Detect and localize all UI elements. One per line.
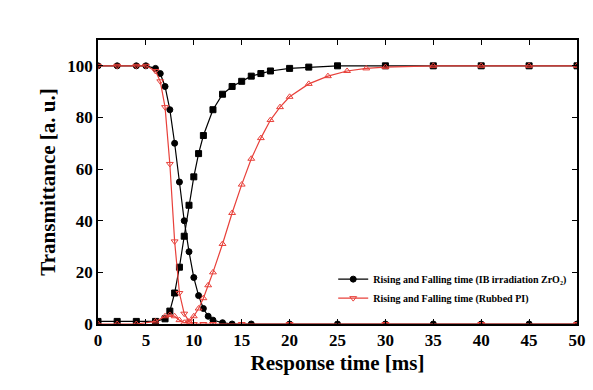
svg-text:50: 50 [569,331,586,350]
svg-text:40: 40 [473,331,490,350]
svg-text:40: 40 [76,212,93,231]
svg-text:15: 15 [233,331,250,350]
svg-text:0: 0 [94,331,103,350]
svg-text:Rising and Falling time (Rubbe: Rising and Falling time (Rubbed PI) [373,293,528,305]
svg-text:10: 10 [185,331,202,350]
svg-text:Transmittance [a. u.]: Transmittance [a. u.] [36,88,60,275]
svg-text:20: 20 [281,331,298,350]
svg-text:100: 100 [67,57,93,76]
svg-text:0: 0 [84,315,93,334]
svg-text:30: 30 [377,331,394,350]
svg-text:35: 35 [425,331,442,350]
svg-text:Response time [ms]: Response time [ms] [251,351,425,375]
svg-text:25: 25 [329,331,346,350]
svg-text:45: 45 [521,331,538,350]
svg-text:Rising and Falling time (IB ir: Rising and Falling time (IB irradiation … [373,274,566,286]
svg-text:60: 60 [76,160,93,179]
svg-text:80: 80 [76,108,93,127]
svg-text:5: 5 [142,331,151,350]
svg-text:20: 20 [76,263,93,282]
